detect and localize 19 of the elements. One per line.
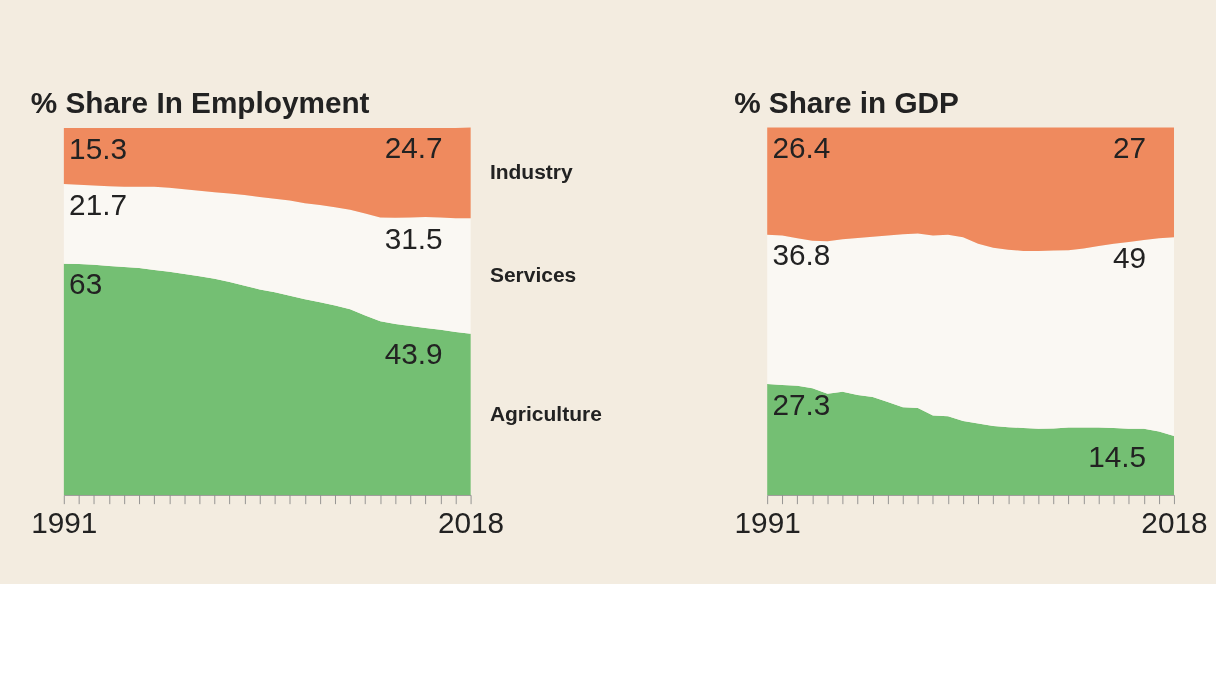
x-tick-label: 1991	[734, 506, 801, 540]
x-tick-label: 1991	[31, 506, 98, 540]
data-label: 27.3	[772, 387, 831, 421]
data-label: 24.7	[384, 131, 443, 165]
series-label: Agriculture	[489, 401, 602, 425]
data-label: 15.3	[69, 131, 127, 165]
data-label: 49	[1112, 240, 1147, 274]
series-label: Services	[489, 263, 577, 287]
data-label: 36.8	[772, 238, 831, 272]
series-label: Industry	[489, 159, 574, 183]
x-tick-label: 2018	[438, 506, 505, 540]
data-label: 21.7	[69, 187, 127, 221]
data-label: 27	[1112, 131, 1147, 165]
x-tick-label: 2018	[1141, 506, 1208, 540]
data-label: 14.5	[1088, 439, 1147, 473]
data-label: 31.5	[384, 221, 443, 255]
chart-title: % Share In Employment	[30, 85, 370, 119]
chart-title: % Share in GDP	[734, 85, 959, 119]
data-label: 26.4	[772, 131, 831, 165]
